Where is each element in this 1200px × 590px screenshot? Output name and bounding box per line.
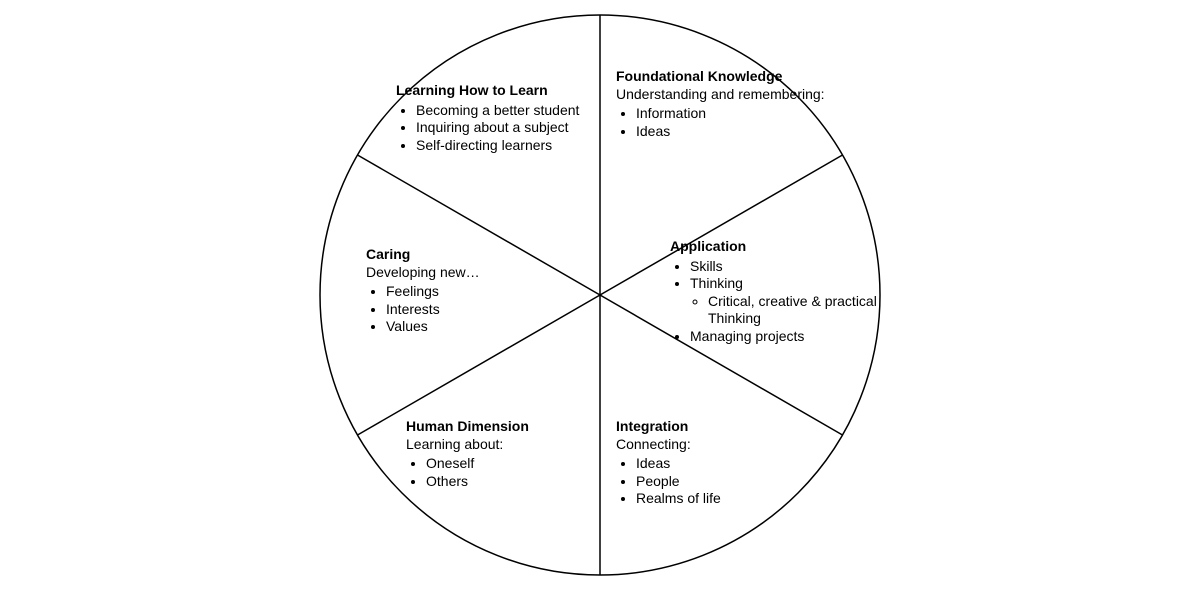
- bullet-item: Interests: [386, 301, 566, 319]
- segment-bullets: Becoming a better studentInquiring about…: [396, 102, 606, 155]
- bullet-text: Becoming a better student: [416, 102, 579, 118]
- segment-title: Learning How to Learn: [396, 82, 606, 100]
- bullet-text: Others: [426, 473, 468, 489]
- segment-title: Caring: [366, 246, 566, 264]
- bullet-text: Ideas: [636, 455, 670, 471]
- bullet-item: Ideas: [636, 455, 846, 473]
- bullet-item: Skills: [690, 258, 900, 276]
- bullet-item: Feelings: [386, 283, 566, 301]
- segment-bullets: Information Ideas: [616, 105, 846, 140]
- bullet-text: Realms of life: [636, 490, 721, 506]
- sub-bullet-text: Critical, creative & practical Thinking: [708, 293, 877, 327]
- bullet-item: Realms of life: [636, 490, 846, 508]
- bullet-item: Thinking Critical, creative & practical T…: [690, 275, 900, 328]
- segment-learning: Learning How to Learn Becoming a better s…: [396, 82, 606, 154]
- bullet-item: Ideas: [636, 123, 846, 141]
- sub-bullet-item: Critical, creative & practical Thinking: [708, 293, 900, 328]
- bullet-text: Values: [386, 318, 428, 334]
- segment-foundational: Foundational KnowledgeUnderstanding and …: [616, 68, 846, 140]
- segment-title: Foundational Knowledge: [616, 68, 846, 86]
- bullet-text: Skills: [690, 258, 723, 274]
- segment-subtitle: Developing new…: [366, 264, 566, 282]
- segment-subtitle: Learning about:: [406, 436, 596, 454]
- segment-title: Integration: [616, 418, 846, 436]
- bullet-text: Managing projects: [690, 328, 804, 344]
- segment-subtitle: Understanding and remembering:: [616, 86, 846, 104]
- bullet-text: Ideas: [636, 123, 670, 139]
- bullet-item: People: [636, 473, 846, 491]
- segment-subtitle: Connecting:: [616, 436, 846, 454]
- segment-bullets: Feelings InterestsValues: [366, 283, 566, 336]
- bullet-text: Feelings: [386, 283, 439, 299]
- segment-bullets: SkillsThinking Critical, creative & pract…: [670, 258, 900, 346]
- sub-bullets: Critical, creative & practical Thinking: [690, 293, 900, 328]
- segment-human: Human DimensionLearning about:Oneself Oth…: [406, 418, 596, 490]
- bullet-text: Information: [636, 105, 706, 121]
- bullet-item: Others: [426, 473, 596, 491]
- bullet-text: Inquiring about a subject: [416, 119, 569, 135]
- segment-title: Application: [670, 238, 900, 256]
- bullet-item: Oneself: [426, 455, 596, 473]
- segment-application: Application SkillsThinking Critical, creat…: [670, 238, 900, 345]
- segment-bullets: Oneself Others: [406, 455, 596, 490]
- bullet-text: Self-directing learners: [416, 137, 552, 153]
- bullet-text: Interests: [386, 301, 440, 317]
- segment-caring: CaringDeveloping new…Feelings InterestsVa…: [366, 246, 566, 336]
- segment-integration: IntegrationConnecting:Ideas PeopleRealms …: [616, 418, 846, 508]
- bullet-item: Managing projects: [690, 328, 900, 346]
- bullet-item: Inquiring about a subject: [416, 119, 606, 137]
- bullet-text: People: [636, 473, 680, 489]
- bullet-text: Thinking: [690, 275, 743, 291]
- bullet-item: Self-directing learners: [416, 137, 606, 155]
- bullet-item: Values: [386, 318, 566, 336]
- bullet-text: Oneself: [426, 455, 474, 471]
- segment-bullets: Ideas PeopleRealms of life: [616, 455, 846, 508]
- segment-title: Human Dimension: [406, 418, 596, 436]
- bullet-item: Information: [636, 105, 846, 123]
- diagram-stage: Foundational KnowledgeUnderstanding and …: [0, 0, 1200, 590]
- bullet-item: Becoming a better student: [416, 102, 606, 120]
